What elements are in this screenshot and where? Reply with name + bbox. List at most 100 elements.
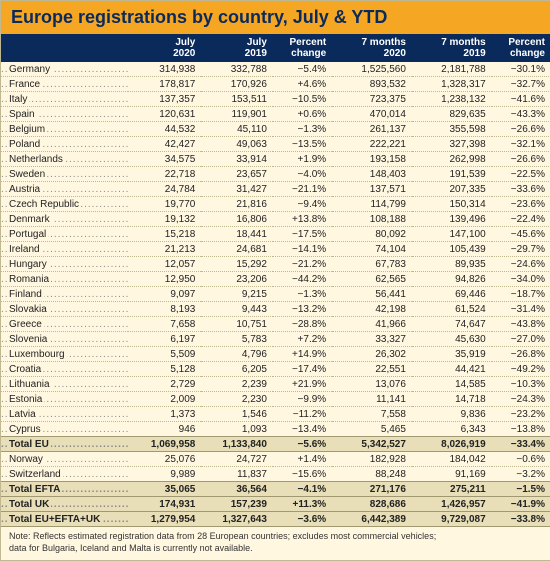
value-cell: −1.3% (273, 287, 332, 302)
country-cell: Romania (1, 272, 128, 287)
value-cell: 8,193 (128, 302, 202, 317)
value-cell: 7,658 (128, 317, 202, 332)
table-row: Lithuania2,7292,239+21.9%13,07614,585−10… (1, 377, 550, 392)
value-cell: 1,373 (128, 407, 202, 422)
value-cell: 74,104 (332, 242, 412, 257)
value-cell: 470,014 (332, 107, 412, 122)
value-cell: 80,092 (332, 227, 412, 242)
value-cell: −33.8% (492, 512, 550, 527)
country-cell: Lithuania (1, 377, 128, 392)
value-cell: 261,137 (332, 122, 412, 137)
value-cell: 12,057 (128, 257, 202, 272)
registrations-table: July2020July2019 Percentchange 7 months202… (1, 34, 550, 527)
note-line-1: Note: Reflects estimated registration da… (9, 531, 543, 543)
value-cell: +7.2% (273, 332, 332, 347)
col-4: 7 months2020 (332, 34, 412, 62)
value-cell: 35,919 (412, 347, 492, 362)
value-cell: −32.7% (492, 77, 550, 92)
value-cell: 34,575 (128, 152, 202, 167)
value-cell: 184,042 (412, 452, 492, 467)
value-cell: −5.4% (273, 62, 332, 77)
value-cell: −21.2% (273, 257, 332, 272)
note-line-2: data for Bulgaria, Iceland and Malta is … (9, 543, 543, 555)
col-6: Percentchange (492, 34, 550, 62)
value-cell: 49,063 (201, 137, 273, 152)
value-cell: 5,128 (128, 362, 202, 377)
country-cell: Sweden (1, 167, 128, 182)
value-cell: −13.8% (492, 422, 550, 437)
value-cell: 174,931 (128, 497, 202, 512)
value-cell: −27.0% (492, 332, 550, 347)
value-cell: 33,914 (201, 152, 273, 167)
value-cell: 148,403 (332, 167, 412, 182)
registration-table-container: Europe registrations by country, July & … (0, 0, 550, 561)
value-cell: −32.1% (492, 137, 550, 152)
value-cell: 44,532 (128, 122, 202, 137)
country-cell: Latvia (1, 407, 128, 422)
value-cell: 9,989 (128, 467, 202, 482)
table-row: Sweden22,71823,657−4.0%148,403191,539−22… (1, 167, 550, 182)
col-1: July2020 (128, 34, 202, 62)
table-row: Spain120,631119,901+0.6%470,014829,635−4… (1, 107, 550, 122)
total-row: Total EU+EFTA+UK1,279,9541,327,643−3.6%6… (1, 512, 550, 527)
table-row: Finland9,0979,215−1.3%56,44169,446−18.7% (1, 287, 550, 302)
table-body: Germany314,938332,788−5.4%1,525,5602,181… (1, 62, 550, 437)
value-cell: 828,686 (332, 497, 412, 512)
table-row: Germany314,938332,788−5.4%1,525,5602,181… (1, 62, 550, 77)
value-cell: 946 (128, 422, 202, 437)
value-cell: 193,158 (332, 152, 412, 167)
col-2: July2019 (201, 34, 273, 62)
value-cell: −22.4% (492, 212, 550, 227)
value-cell: 114,799 (332, 197, 412, 212)
value-cell: −33.4% (492, 437, 550, 452)
value-cell: 2,239 (201, 377, 273, 392)
value-cell: −17.4% (273, 362, 332, 377)
country-cell: Poland (1, 137, 128, 152)
value-cell: 8,026,919 (412, 437, 492, 452)
table-row: France178,817170,926+4.6%893,5321,328,31… (1, 77, 550, 92)
value-cell: −10.3% (492, 377, 550, 392)
table-title: Europe registrations by country, July & … (1, 1, 550, 34)
value-cell: +4.6% (273, 77, 332, 92)
value-cell: +1.4% (273, 452, 332, 467)
country-cell: Ireland (1, 242, 128, 257)
value-cell: −13.2% (273, 302, 332, 317)
country-cell: Cyprus (1, 422, 128, 437)
country-cell: Germany (1, 62, 128, 77)
table-row: Italy137,357153,511−10.5%723,3751,238,13… (1, 92, 550, 107)
value-cell: −41.6% (492, 92, 550, 107)
value-cell: −13.5% (273, 137, 332, 152)
value-cell: +11.3% (273, 497, 332, 512)
value-cell: 1,069,958 (128, 437, 202, 452)
value-cell: 26,302 (332, 347, 412, 362)
value-cell: 105,439 (412, 242, 492, 257)
value-cell: 9,215 (201, 287, 273, 302)
value-cell: 6,197 (128, 332, 202, 347)
country-cell: Belgium (1, 122, 128, 137)
value-cell: 24,727 (201, 452, 273, 467)
country-cell: Estonia (1, 392, 128, 407)
value-cell: −11.2% (273, 407, 332, 422)
value-cell: −24.6% (492, 257, 550, 272)
value-cell: 5,465 (332, 422, 412, 437)
value-cell: 94,826 (412, 272, 492, 287)
value-cell: 88,248 (332, 467, 412, 482)
value-cell: 56,441 (332, 287, 412, 302)
value-cell: −26.6% (492, 152, 550, 167)
value-cell: −43.8% (492, 317, 550, 332)
value-cell: 355,598 (412, 122, 492, 137)
value-cell: 25,076 (128, 452, 202, 467)
value-cell: −34.0% (492, 272, 550, 287)
value-cell: 327,398 (412, 137, 492, 152)
value-cell: 182,928 (332, 452, 412, 467)
value-cell: −22.5% (492, 167, 550, 182)
table-row: Greece7,65810,751−28.8%41,96674,647−43.8… (1, 317, 550, 332)
table-row: Luxembourg5,5094,796+14.9%26,30235,919−2… (1, 347, 550, 362)
country-cell: Finland (1, 287, 128, 302)
value-cell: 31,427 (201, 182, 273, 197)
country-cell: Austria (1, 182, 128, 197)
value-cell: 12,950 (128, 272, 202, 287)
value-cell: −0.6% (492, 452, 550, 467)
country-cell: Portugal (1, 227, 128, 242)
value-cell: 1,279,954 (128, 512, 202, 527)
